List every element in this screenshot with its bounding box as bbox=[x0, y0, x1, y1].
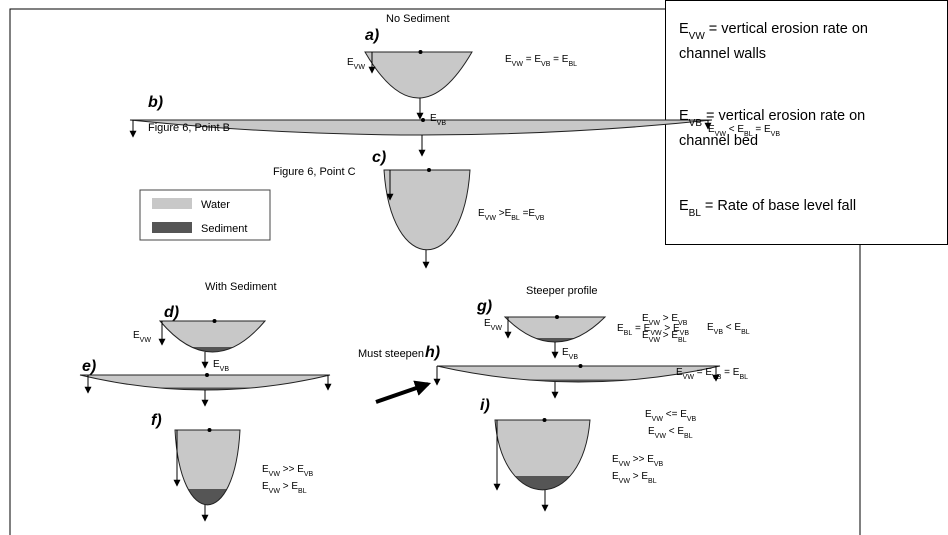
water-surface-point bbox=[421, 118, 425, 122]
subscript: VB bbox=[771, 131, 781, 138]
text-part: > E bbox=[660, 330, 678, 341]
page: EVW = vertical erosion rate onchannel wa… bbox=[0, 0, 948, 535]
subscript: VW bbox=[649, 337, 661, 344]
subscript: VW bbox=[269, 488, 281, 495]
text-part: > E bbox=[280, 481, 298, 492]
water-surface-point bbox=[543, 418, 547, 422]
subscript: VB bbox=[654, 461, 664, 468]
subscript: VB bbox=[220, 366, 230, 373]
text-part: = E bbox=[523, 54, 541, 65]
subscript: BL bbox=[624, 330, 633, 337]
text-part: > E bbox=[630, 471, 648, 482]
subscript: BL bbox=[511, 215, 520, 222]
panel-letter: a) bbox=[365, 27, 379, 44]
subscript: VW bbox=[715, 131, 727, 138]
subscript: VB bbox=[678, 320, 688, 327]
text-part: = E bbox=[694, 367, 712, 378]
subscript: BL bbox=[689, 208, 702, 219]
subscript: VB bbox=[535, 215, 545, 222]
subscript: VB bbox=[687, 416, 697, 423]
text-part: < E bbox=[666, 426, 684, 437]
legend-label: Water bbox=[201, 199, 230, 211]
subscript: VW bbox=[689, 31, 706, 42]
subscript: VW bbox=[619, 461, 631, 468]
subscript: BL bbox=[684, 433, 693, 440]
subscript: VW bbox=[140, 337, 152, 344]
panel-letter: d) bbox=[164, 304, 179, 321]
subscript: VB bbox=[541, 61, 551, 68]
subscript: BL bbox=[739, 374, 748, 381]
subscript: BL bbox=[298, 488, 307, 495]
subscript: VW bbox=[512, 61, 524, 68]
subscript: VB bbox=[714, 329, 724, 336]
panel-letter: f) bbox=[151, 412, 162, 429]
heading: Figure 6, Point C bbox=[273, 166, 356, 178]
subscript: VB bbox=[569, 354, 579, 361]
water-surface-point bbox=[213, 319, 217, 323]
water-surface-point bbox=[205, 373, 209, 377]
subscript: VB bbox=[712, 374, 722, 381]
panel-letter: c) bbox=[372, 149, 386, 166]
subscript: BL bbox=[648, 478, 657, 485]
text-part: = E bbox=[550, 54, 568, 65]
text-part: < E bbox=[726, 124, 744, 135]
water-surface-point bbox=[208, 428, 212, 432]
subscript: BL bbox=[741, 329, 750, 336]
subscript: VW bbox=[491, 325, 503, 332]
text-part: >E bbox=[496, 208, 512, 219]
heading: Figure 6, Point B bbox=[148, 122, 230, 134]
text-part: =E bbox=[520, 208, 536, 219]
text-part: < E bbox=[723, 322, 741, 333]
text-part: channel walls bbox=[679, 46, 766, 62]
text-part: > E bbox=[660, 313, 678, 324]
heading: Must steepen bbox=[358, 348, 424, 360]
subscript: VB bbox=[680, 330, 690, 337]
text-part: = E bbox=[721, 367, 739, 378]
panel-letter: i) bbox=[480, 397, 490, 414]
panel-letter: b) bbox=[148, 94, 163, 111]
water-surface-point bbox=[555, 315, 559, 319]
subscript: VW bbox=[619, 478, 631, 485]
water-swatch bbox=[152, 198, 192, 209]
subscript: VW bbox=[652, 416, 664, 423]
definition-text: channel walls bbox=[679, 46, 766, 62]
panel-letter: g) bbox=[476, 298, 492, 315]
legend-label: Sediment bbox=[201, 223, 247, 235]
subscript: VW bbox=[655, 433, 667, 440]
text-part: = vertical erosion rate on bbox=[702, 108, 865, 124]
text-part: = E bbox=[753, 124, 771, 135]
subscript: VW bbox=[485, 215, 497, 222]
subscript: VW bbox=[354, 64, 366, 71]
text-part: = Rate of base level fall bbox=[701, 198, 856, 214]
text-part: >> E bbox=[280, 464, 304, 475]
water-surface-point bbox=[419, 50, 423, 54]
water-surface-point bbox=[579, 364, 583, 368]
heading: With Sediment bbox=[205, 281, 277, 293]
subscript: VW bbox=[649, 320, 661, 327]
text-part: E bbox=[679, 198, 689, 214]
heading: No Sediment bbox=[386, 13, 450, 25]
heading: Steeper profile bbox=[526, 285, 598, 297]
subscript: BL bbox=[744, 131, 753, 138]
subscript: VW bbox=[683, 374, 695, 381]
subscript: VB bbox=[437, 120, 447, 127]
panel-letter: e) bbox=[82, 358, 96, 375]
text-part: E bbox=[679, 108, 689, 124]
subscript: BL bbox=[568, 61, 577, 68]
water-surface-point bbox=[427, 168, 431, 172]
subscript: VW bbox=[269, 471, 281, 478]
subscript: BL bbox=[678, 337, 687, 344]
text-part: = vertical erosion rate on bbox=[705, 21, 868, 37]
text-part: <= E bbox=[663, 409, 687, 420]
text-part: E bbox=[679, 21, 689, 37]
subscript: VB bbox=[304, 471, 314, 478]
diagram: EVW = vertical erosion rate onchannel wa… bbox=[0, 0, 948, 535]
text-part: >> E bbox=[630, 454, 654, 465]
subscript: VB bbox=[689, 118, 703, 129]
panel-letter: h) bbox=[425, 344, 440, 361]
sediment-swatch bbox=[152, 222, 192, 233]
